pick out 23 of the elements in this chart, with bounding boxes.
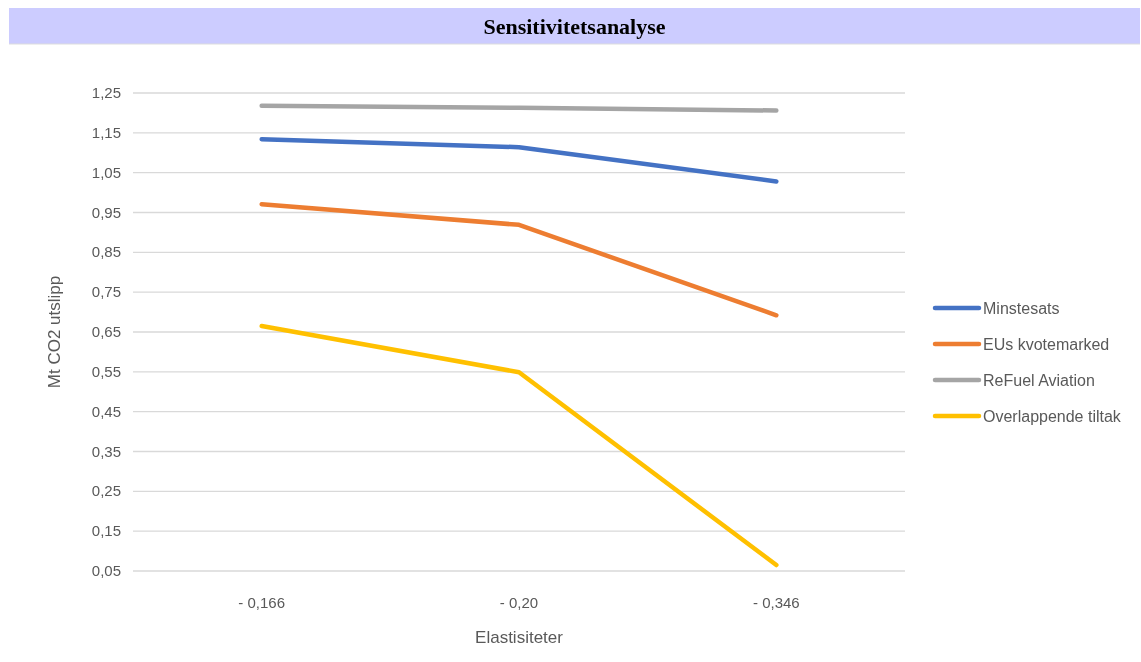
y-tick-label: 0,55 <box>91 362 121 380</box>
legend-label: EUs kvotemarked <box>983 336 1110 353</box>
y-tick-label: 0,75 <box>91 283 121 301</box>
y-tick-label: 1,05 <box>91 163 121 181</box>
y-tick-label: 1,25 <box>91 84 121 101</box>
legend-label: Overlappende tiltak <box>983 408 1122 425</box>
x-tick-label: - 0,20 <box>499 594 539 611</box>
y-axis-title: Mt CO2 utslipp <box>45 275 64 389</box>
y-tick-label: 0,45 <box>91 402 121 420</box>
y-tick-label: 0,25 <box>91 482 121 500</box>
y-tick-label: 0,35 <box>91 442 121 460</box>
y-tick-label: 0,85 <box>91 243 121 261</box>
y-tick-label: 0,05 <box>91 562 121 579</box>
chart-title: Sensitivitetsanalyse <box>483 14 666 39</box>
x-tick-label: - 0,166 <box>238 594 286 611</box>
y-tick-label: 1,15 <box>91 123 121 141</box>
y-tick-label: 0,15 <box>91 522 121 540</box>
legend-label: ReFuel Aviation <box>983 372 1095 389</box>
x-tick-label: - 0,346 <box>752 594 800 611</box>
legend-label: Minstesats <box>983 300 1060 317</box>
x-axis-title: Elastisiteter <box>475 628 564 647</box>
y-tick-label: 0,65 <box>91 323 121 340</box>
y-tick-label: 0,95 <box>91 203 121 221</box>
